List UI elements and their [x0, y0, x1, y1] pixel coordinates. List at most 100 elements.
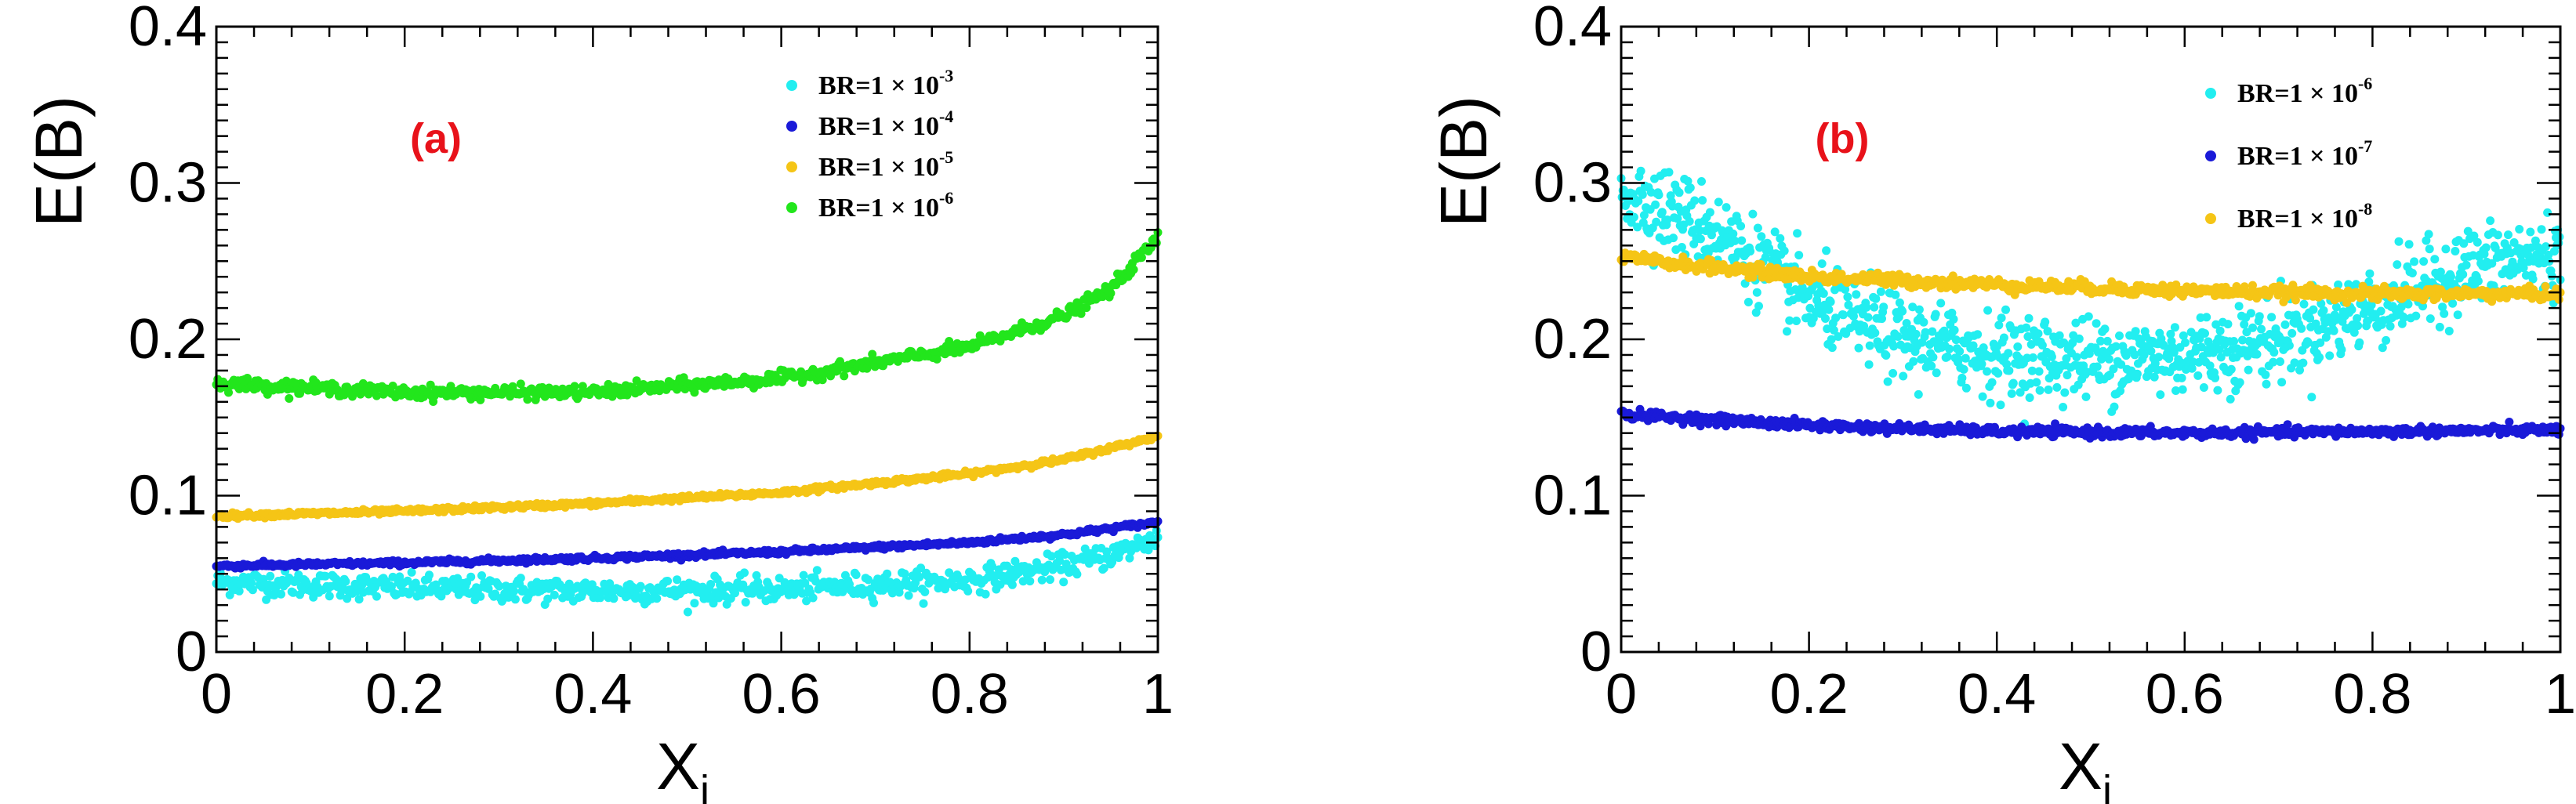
data-point: [1852, 290, 1861, 299]
y-axis-label: E(B): [22, 96, 96, 227]
series-2: [1616, 404, 2565, 444]
data-point: [1864, 360, 1874, 369]
data-point: [2156, 390, 2165, 400]
data-point: [2230, 337, 2239, 346]
data-point: [2425, 244, 2434, 254]
data-point: [2060, 388, 2070, 397]
legend-item: BR=1 × 10-4: [786, 107, 953, 141]
data-point: [1060, 550, 1069, 560]
data-point: [811, 577, 821, 586]
data-point: [2355, 338, 2364, 347]
data-point: [288, 588, 298, 597]
data-point: [1827, 343, 1837, 353]
data-point: [1819, 289, 1828, 299]
data-point: [2110, 402, 2119, 411]
x-tick-label: 0.2: [365, 663, 444, 726]
data-point: [1961, 383, 1971, 393]
data-point: [1638, 190, 1647, 199]
x-tick-label: 0.8: [931, 663, 1009, 726]
data-point: [403, 576, 412, 585]
data-point: [731, 589, 739, 598]
x-axis-label-subscript: i: [700, 767, 709, 804]
data-point: [1888, 368, 1898, 378]
data-point: [2199, 383, 2208, 392]
data-point: [262, 595, 271, 604]
data-point: [1654, 190, 1664, 200]
data-point: [2177, 373, 2186, 382]
data-point: [1843, 292, 1852, 302]
data-point: [2248, 323, 2258, 332]
data-point: [2081, 392, 2091, 401]
data-point: [741, 598, 750, 607]
data-point: [2394, 237, 2404, 246]
legend-exponent: -4: [939, 107, 953, 126]
data-point: [2178, 385, 2187, 394]
data-point: [1748, 209, 1758, 219]
data-point: [476, 592, 485, 601]
data-point: [2150, 372, 2159, 382]
data-point: [1669, 234, 1678, 243]
data-point: [1919, 317, 1928, 327]
x-axis-label: Xi: [656, 730, 709, 804]
data-point: [1826, 297, 1835, 306]
data-point: [2329, 326, 2338, 335]
data-point: [2424, 230, 2433, 239]
data-point: [1061, 560, 1071, 569]
data-point: [477, 571, 486, 580]
data-point: [1794, 251, 1804, 260]
data-point: [2226, 394, 2235, 404]
data-point: [2309, 305, 2318, 314]
data-point: [988, 562, 997, 571]
data-point: [516, 574, 525, 583]
data-point: [2226, 364, 2236, 374]
data-point: [510, 586, 519, 596]
data-point: [2382, 335, 2391, 345]
data-point: [2025, 393, 2034, 402]
legend-marker: [786, 202, 797, 213]
data-point: [2170, 323, 2179, 332]
data-point: [2092, 362, 2102, 371]
data-point: [277, 589, 285, 599]
data-point: [1696, 234, 1705, 244]
data-point: [2276, 357, 2284, 366]
data-point: [2444, 327, 2454, 335]
data-point: [1997, 313, 2006, 323]
data-point: [321, 571, 330, 581]
data-point: [1059, 578, 1068, 587]
data-point: [2542, 242, 2550, 252]
data-point: [1893, 332, 1903, 341]
data-point: [2337, 345, 2346, 354]
data-point: [1697, 177, 1706, 186]
legend-marker: [786, 80, 797, 91]
y-tick-label: 0.2: [129, 308, 207, 371]
data-point: [636, 581, 645, 591]
data-point: [802, 596, 811, 606]
data-point: [1928, 353, 1938, 362]
data-point: [1932, 368, 1941, 378]
data-point: [510, 595, 520, 604]
legend-item: BR=1 × 10-3: [786, 66, 953, 100]
data-point: [1722, 203, 1731, 212]
data-point: [1099, 563, 1108, 573]
data-point: [1685, 217, 1694, 226]
x-tick-label: 0.4: [553, 663, 632, 726]
data-point: [341, 577, 350, 586]
data-point: [981, 589, 990, 599]
x-tick-label: 0.6: [742, 663, 821, 726]
data-point: [325, 592, 334, 601]
legend-exponent: -5: [939, 147, 953, 167]
data-point: [2034, 367, 2044, 376]
data-point: [1690, 196, 1700, 205]
data-point: [1821, 314, 1830, 323]
data-point: [285, 394, 294, 403]
data-point: [2451, 247, 2460, 255]
data-point: [1977, 360, 1986, 368]
data-point: [869, 598, 878, 607]
data-point: [543, 594, 553, 603]
data-point: [752, 570, 761, 580]
data-point: [1862, 302, 1871, 312]
data-point: [2462, 260, 2471, 270]
data-point: [2486, 216, 2495, 226]
